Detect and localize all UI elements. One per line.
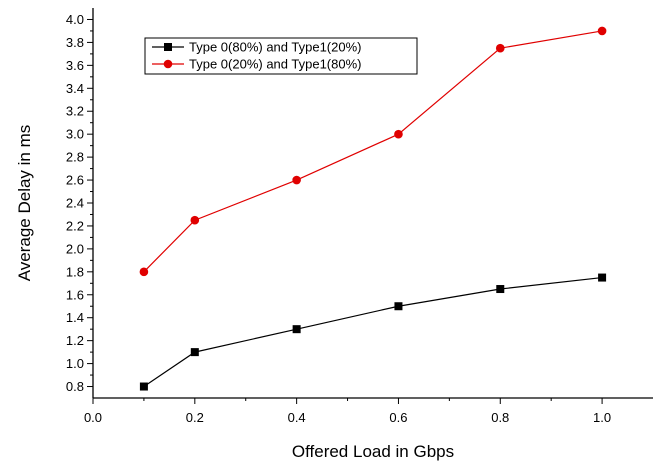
y-tick-label: 3.4 — [66, 81, 84, 96]
y-tick-label: 1.4 — [66, 310, 84, 325]
y-tick-label: 3.6 — [66, 58, 84, 73]
y-tick-label: 2.2 — [66, 218, 84, 233]
legend-box — [144, 37, 418, 75]
y-tick-label: 3.0 — [66, 127, 84, 142]
x-axis-title: Offered Load in Gbps — [292, 442, 454, 461]
x-tick-label: 0.2 — [186, 410, 204, 425]
series-line-2 — [143, 30, 603, 273]
data-point-series-1 — [292, 325, 301, 334]
y-axis-title: Average Delay in ms — [15, 125, 34, 282]
x-tick-label: 0.4 — [288, 410, 306, 425]
data-point-series-1 — [394, 302, 403, 311]
data-point-series-2 — [190, 215, 200, 225]
y-tick-label: 3.8 — [66, 35, 84, 50]
y-tick-label: 1.8 — [66, 264, 84, 279]
series-line-1 — [143, 276, 603, 388]
legend-label-1: Type 0(80%) and Type1(20%) — [189, 40, 361, 55]
legend: Type 0(80%) and Type1(20%) Type 0(20%) an… — [144, 37, 418, 75]
y-tick-label: 1.2 — [66, 333, 84, 348]
y-tick-label: 0.8 — [66, 379, 84, 394]
data-point-series-2 — [394, 129, 403, 139]
data-point-series-2 — [139, 267, 149, 277]
data-point-series-1 — [598, 273, 607, 282]
data-point-series-1 — [190, 348, 199, 357]
y-tick-label: 4.0 — [66, 12, 84, 27]
y-tick-label: 1.0 — [66, 356, 84, 371]
series-layer — [139, 26, 607, 391]
data-point-series-2 — [495, 43, 505, 53]
x-tick-label: 0.8 — [491, 410, 509, 425]
legend-marker-1 — [164, 43, 172, 51]
x-tick-label: 0.6 — [389, 410, 407, 425]
data-point-series-2 — [292, 175, 301, 185]
y-tick-label: 1.6 — [66, 287, 84, 302]
legend-label-2: Type 0(20%) and Type1(80%) — [189, 57, 361, 72]
legend-marker-2 — [163, 59, 173, 69]
y-tick-label: 3.2 — [66, 104, 84, 119]
y-tick-label: 2.8 — [66, 150, 84, 165]
x-tick-label: 1.0 — [593, 410, 611, 425]
data-point-series-2 — [597, 26, 607, 36]
data-point-series-1 — [139, 382, 148, 391]
y-tick-label: 2.4 — [66, 196, 84, 211]
y-tick-label: 2.0 — [66, 241, 84, 256]
x-tick-label: 0.0 — [84, 410, 102, 425]
y-tick-label: 2.6 — [66, 173, 84, 188]
y-axis-ticks: 0.8 1.0 1.2 1.4 1.6 1.8 2.0 2.2 2.4 2.6 2.8 3.0 3.2 3… — [66, 12, 93, 394]
data-point-series-1 — [496, 285, 505, 294]
x-axis-ticks: 0.0 0.2 0.4 0.6 0.8 1.0 — [84, 398, 611, 425]
